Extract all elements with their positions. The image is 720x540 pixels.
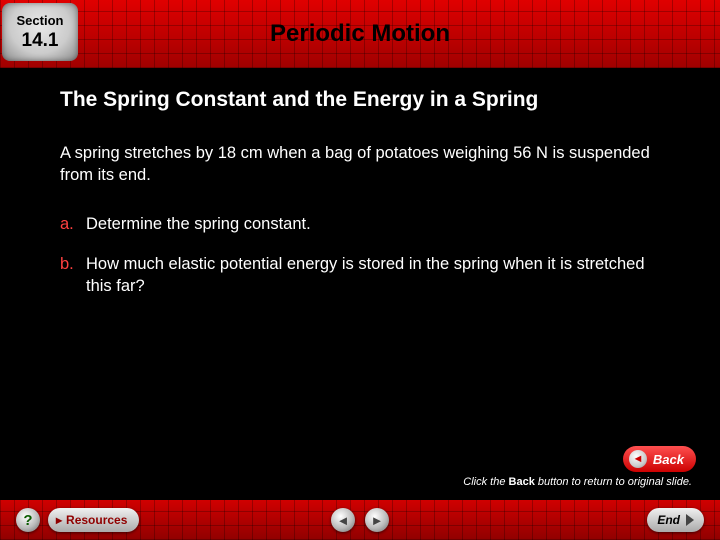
- chevron-right-icon: ►: [371, 513, 384, 528]
- header-band: Section 14.1 Periodic Motion: [0, 0, 720, 68]
- nav-prev-button[interactable]: ◄: [331, 508, 355, 532]
- help-icon: ?: [23, 512, 32, 529]
- hint-prefix: Click the: [463, 476, 508, 488]
- help-button[interactable]: ?: [16, 508, 40, 532]
- slide-content: The Spring Constant and the Energy in a …: [60, 88, 670, 315]
- resources-label: Resources: [66, 513, 127, 527]
- end-label: End: [657, 513, 680, 527]
- part-letter: a.: [60, 213, 78, 235]
- chapter-title: Periodic Motion: [0, 20, 720, 48]
- hint-bold: Back: [509, 476, 535, 488]
- footer-band: ? Resources ◄ ► End: [0, 500, 720, 540]
- nav-arrows: ◄ ►: [331, 508, 389, 532]
- back-hint: Click the Back button to return to origi…: [463, 476, 692, 488]
- part-text: How much elastic potential energy is sto…: [86, 253, 670, 298]
- problem-part-a: a. Determine the spring constant.: [60, 213, 670, 235]
- problem-part-b: b. How much elastic potential energy is …: [60, 253, 670, 298]
- slide-title: The Spring Constant and the Energy in a …: [60, 88, 670, 112]
- nav-next-button[interactable]: ►: [365, 508, 389, 532]
- part-text: Determine the spring constant.: [86, 213, 670, 235]
- back-button-label: Back: [653, 452, 684, 467]
- chevron-left-icon: ◄: [337, 513, 350, 528]
- hint-suffix: button to return to original slide.: [535, 476, 692, 488]
- back-button[interactable]: ◄ Back: [623, 446, 696, 472]
- part-letter: b.: [60, 253, 78, 298]
- problem-statement: A spring stretches by 18 cm when a bag o…: [60, 142, 670, 187]
- end-button[interactable]: End: [647, 508, 704, 532]
- resources-button[interactable]: Resources: [48, 508, 139, 532]
- back-arrow-icon: ◄: [629, 450, 647, 468]
